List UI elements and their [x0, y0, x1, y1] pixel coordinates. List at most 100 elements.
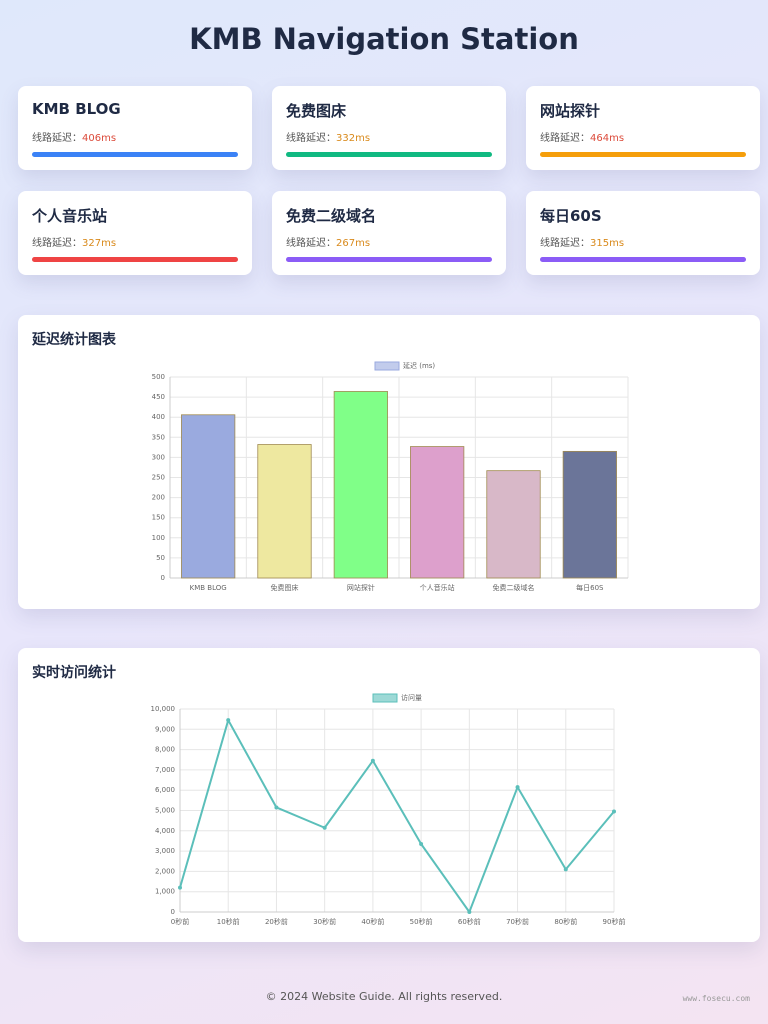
y-tick-label: 400: [152, 413, 165, 421]
bar: [257, 444, 312, 579]
bar: [486, 470, 541, 579]
latency-value: 315ms: [590, 238, 625, 249]
site-name: 网站探针: [540, 102, 601, 120]
site-card[interactable]: 免费图床线路延迟：332ms: [272, 86, 506, 170]
x-tick-label: 免费二级域名: [493, 583, 535, 592]
x-tick-label: 80秒前: [554, 917, 577, 926]
latency-line: 线路延迟：267ms: [286, 234, 370, 249]
y-tick-label: 3,000: [155, 847, 175, 855]
site-name: 个人音乐站: [32, 207, 108, 225]
latency-label: 线路延迟：: [286, 133, 336, 144]
x-tick-label: 30秒前: [313, 917, 336, 926]
y-tick-label: 9,000: [155, 725, 175, 733]
x-tick-label: KMB BLOG: [190, 584, 227, 592]
y-tick-label: 6,000: [155, 786, 175, 794]
point: [370, 758, 375, 763]
footer: © 2024 Website Guide. All rights reserve…: [265, 990, 503, 1003]
y-tick-label: 10,000: [151, 705, 176, 713]
site-card[interactable]: 每日60S 线路延迟：315ms: [526, 191, 760, 275]
latency-label: 线路延迟：: [286, 238, 336, 249]
bar: [333, 391, 388, 579]
latency-bar: [286, 257, 492, 262]
x-tick-label: 20秒前: [265, 917, 288, 926]
x-tick-label: 10秒前: [217, 917, 240, 926]
y-tick-label: 0: [161, 574, 165, 582]
latency-value: 406ms: [82, 133, 117, 144]
y-tick-label: 200: [152, 494, 165, 502]
panel-title: 实时访问统计: [32, 665, 116, 681]
latency-line: 线路延迟：406ms: [32, 129, 116, 144]
legend-label: 访问量: [401, 693, 422, 702]
y-tick-label: 150: [152, 514, 165, 522]
latency-bar: [286, 152, 492, 157]
x-tick-label: 50秒前: [410, 917, 433, 926]
y-tick-label: 5,000: [155, 807, 175, 815]
chart: 0 50 100 150 200 250 300 350 400 450 500 KMB BLOG 免费…: [152, 361, 629, 592]
latency-value: 267ms: [336, 238, 371, 249]
latency-line: 线路延迟：332ms: [286, 129, 370, 144]
x-tick-label: 个人音乐站: [420, 583, 455, 592]
legend-swatch: [374, 361, 400, 371]
point: [322, 825, 327, 830]
latency-line: 线路延迟：327ms: [32, 234, 116, 249]
y-tick-label: 0: [171, 908, 175, 916]
site-name: 免费图床: [286, 102, 347, 120]
x-tick-label: 90秒前: [603, 917, 626, 926]
point: [467, 910, 472, 914]
y-tick-label: 7,000: [155, 766, 175, 774]
latency-bar: [32, 257, 238, 262]
latency-value: 327ms: [82, 238, 117, 249]
watermark: www.fosecu.com: [682, 994, 750, 1003]
latency-bar: [540, 152, 746, 157]
latency-value: 464ms: [590, 133, 625, 144]
site-card[interactable]: KMB BLOG 线路延迟：406ms: [18, 86, 252, 170]
bar: [562, 450, 617, 579]
site-card[interactable]: 免费二级域名 线路延迟：267ms: [272, 191, 506, 275]
site-card[interactable]: 网站探针线路延迟：464ms: [526, 86, 760, 170]
bar: [410, 446, 465, 579]
chart: 0 1,000 2,000 3,000 4,000 5,000 6,000 7,000 8,00…: [151, 693, 626, 926]
point: [563, 867, 568, 872]
chart-panel: 实时访问统计 0 1,000 2,000 3,000 4,000 5,000 6,000 7,…: [18, 648, 760, 942]
latency-label: 线路延迟：: [32, 133, 82, 144]
point: [515, 785, 520, 790]
legend-label: 延迟 (ms): [403, 361, 435, 370]
chart-panel: 延迟统计图表 0 50 100 150 200 250 300 350 400 450 500 KMB…: [18, 315, 760, 609]
latency-value: 332ms: [336, 133, 371, 144]
y-tick-label: 500: [152, 373, 165, 381]
y-tick-label: 8,000: [155, 746, 175, 754]
bar: [181, 414, 236, 579]
latency-line: 线路延迟：315ms: [540, 234, 624, 249]
x-tick-label: 网站探针: [347, 583, 375, 592]
y-tick-label: 2,000: [155, 867, 175, 875]
y-tick-label: 250: [152, 474, 165, 482]
y-tick-label: 300: [152, 453, 165, 461]
legend-swatch: [372, 693, 398, 703]
point: [226, 718, 231, 723]
x-tick-label: 免费图床: [271, 583, 299, 592]
y-tick-label: 100: [152, 534, 165, 542]
latency-label: 线路延迟：: [540, 133, 590, 144]
latency-label: 线路延迟：: [540, 238, 590, 249]
latency-bar: [540, 257, 746, 262]
site-name: 每日60S: [540, 207, 602, 225]
point: [419, 841, 424, 846]
y-tick-label: 450: [152, 393, 165, 401]
point: [274, 805, 279, 810]
x-tick-label: 70秒前: [506, 917, 529, 926]
latency-line: 线路延迟：464ms: [540, 129, 624, 144]
latency-bar: [32, 152, 238, 157]
x-tick-label: 每日60S: [576, 583, 604, 592]
x-tick-label: 40秒前: [361, 917, 384, 926]
point: [178, 885, 182, 890]
line: [179, 719, 615, 913]
page-title: KMB Navigation Station: [189, 22, 579, 56]
point: [612, 809, 616, 814]
site-card[interactable]: 个人音乐站线路延迟：327ms: [18, 191, 252, 275]
x-tick-label: 60秒前: [458, 917, 481, 926]
latency-label: 线路延迟：: [32, 238, 82, 249]
x-tick-label: 0秒前: [171, 917, 189, 926]
y-tick-label: 4,000: [155, 827, 175, 835]
y-tick-label: 50: [156, 554, 165, 562]
